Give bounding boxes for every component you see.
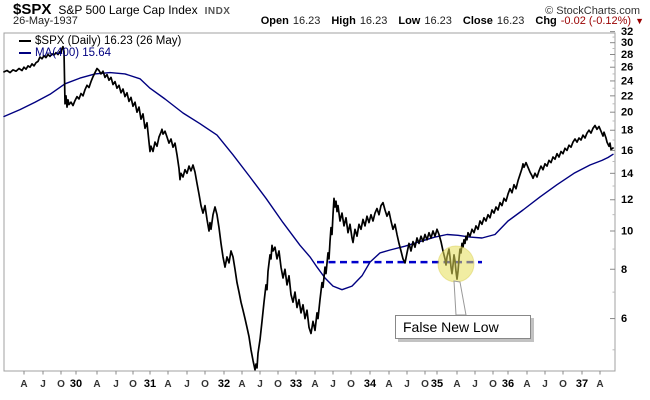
y-axis-label: 20 — [621, 107, 633, 119]
low-value: 16.23 — [424, 15, 452, 27]
y-axis-label: 6 — [621, 313, 627, 325]
x-axis-label: 36 — [502, 378, 514, 390]
change-label: Chg — [535, 15, 557, 27]
y-axis-label: 16 — [621, 145, 633, 157]
high-label: High — [331, 15, 356, 27]
x-axis-label: O — [201, 379, 209, 390]
x-axis-label: J — [40, 379, 46, 390]
y-axis-label: 24 — [621, 75, 634, 87]
x-axis-label: A — [311, 379, 318, 390]
x-axis-label: A — [164, 379, 171, 390]
quote-row: 26-May-1937 Open 16.23 High 16.23 Low 16… — [13, 15, 644, 27]
plot-border — [3, 32, 616, 372]
callout-pointer — [453, 280, 467, 316]
x-axis-label: 33 — [290, 378, 302, 390]
close-value: 16.23 — [496, 15, 525, 27]
x-axis-label: 35 — [431, 378, 443, 390]
y-axis-label: 32 — [621, 26, 633, 38]
chart-header: $SPX S&P 500 Large Cap Index INDX © Stoc… — [13, 1, 640, 18]
legend-price-label: $SPX (Daily) 16.23 (26 May) — [35, 35, 182, 47]
x-axis-label: A — [385, 379, 392, 390]
chart-date-label: 26-May-1937 — [13, 15, 78, 27]
false-new-low-highlight-circle — [437, 245, 475, 283]
y-axis-label: 8 — [621, 264, 627, 276]
symbol-label: $SPX — [13, 1, 52, 18]
x-axis-label: O — [129, 379, 137, 390]
x-axis-label: O — [274, 379, 282, 390]
open-value: 16.23 — [292, 15, 321, 27]
x-axis-label: J — [542, 379, 548, 390]
y-axis-label: 14 — [621, 168, 634, 180]
x-axis-label: J — [184, 379, 190, 390]
stockcharts-credit-link[interactable]: © StockCharts.com — [545, 5, 640, 17]
x-axis-label: J — [330, 379, 336, 390]
y-axis-label: 26 — [621, 62, 633, 74]
y-axis-label: 18 — [621, 125, 633, 137]
x-axis-label: J — [257, 379, 263, 390]
x-axis-label: O — [489, 379, 497, 390]
ma-line-swatch-icon — [19, 52, 31, 54]
x-axis-label: A — [238, 379, 245, 390]
legend-ma-label: MA(400) 15.64 — [35, 47, 112, 59]
y-axis-label: 30 — [621, 37, 633, 49]
x-axis-label: 30 — [70, 378, 82, 390]
x-axis-label: 32 — [218, 378, 230, 390]
x-axis-label: 31 — [144, 378, 156, 390]
legend-ma-row: MA(400) 15.64 — [19, 47, 181, 59]
x-axis-label: A — [93, 379, 100, 390]
x-axis-label: A — [596, 379, 603, 390]
ma400-line — [3, 71, 614, 291]
y-axis-label: 10 — [621, 226, 633, 238]
change-value: -0.02 (-0.12%) — [560, 15, 632, 27]
high-value: 16.23 — [359, 15, 388, 27]
close-label: Close — [462, 15, 493, 27]
y-axis-label: 22 — [621, 90, 633, 102]
x-axis-label: A — [453, 379, 460, 390]
change-down-triangle-icon: ▼ — [635, 16, 644, 26]
open-label: Open — [260, 15, 289, 27]
y-axis-label: 28 — [621, 49, 633, 61]
x-axis-label: 34 — [364, 378, 377, 390]
y-axis-label: 12 — [621, 194, 633, 206]
ohlc-readout: Open 16.23 High 16.23 Low 16.23 Close 16… — [261, 15, 644, 27]
x-axis-label: O — [559, 379, 567, 390]
x-axis-label: A — [523, 379, 530, 390]
x-axis-label: J — [113, 379, 119, 390]
exchange-label: INDX — [204, 6, 231, 17]
false-new-low-callout: False New Low — [395, 315, 531, 339]
spx-price-line — [3, 45, 614, 371]
x-axis-label: J — [404, 379, 410, 390]
chart-legend: $SPX (Daily) 16.23 (26 May) MA(400) 15.6… — [19, 35, 181, 59]
legend-price-row: $SPX (Daily) 16.23 (26 May) — [19, 35, 181, 47]
x-axis-label: O — [57, 379, 65, 390]
x-axis-label: O — [421, 379, 429, 390]
x-axis-label: 37 — [576, 378, 588, 390]
x-axis-label: A — [20, 379, 27, 390]
x-axis-label: J — [472, 379, 478, 390]
price-line-swatch-icon — [19, 40, 31, 42]
index-name-label: S&P 500 Large Cap Index — [58, 3, 198, 17]
low-label: Low — [398, 15, 421, 27]
x-axis-label: O — [347, 379, 355, 390]
